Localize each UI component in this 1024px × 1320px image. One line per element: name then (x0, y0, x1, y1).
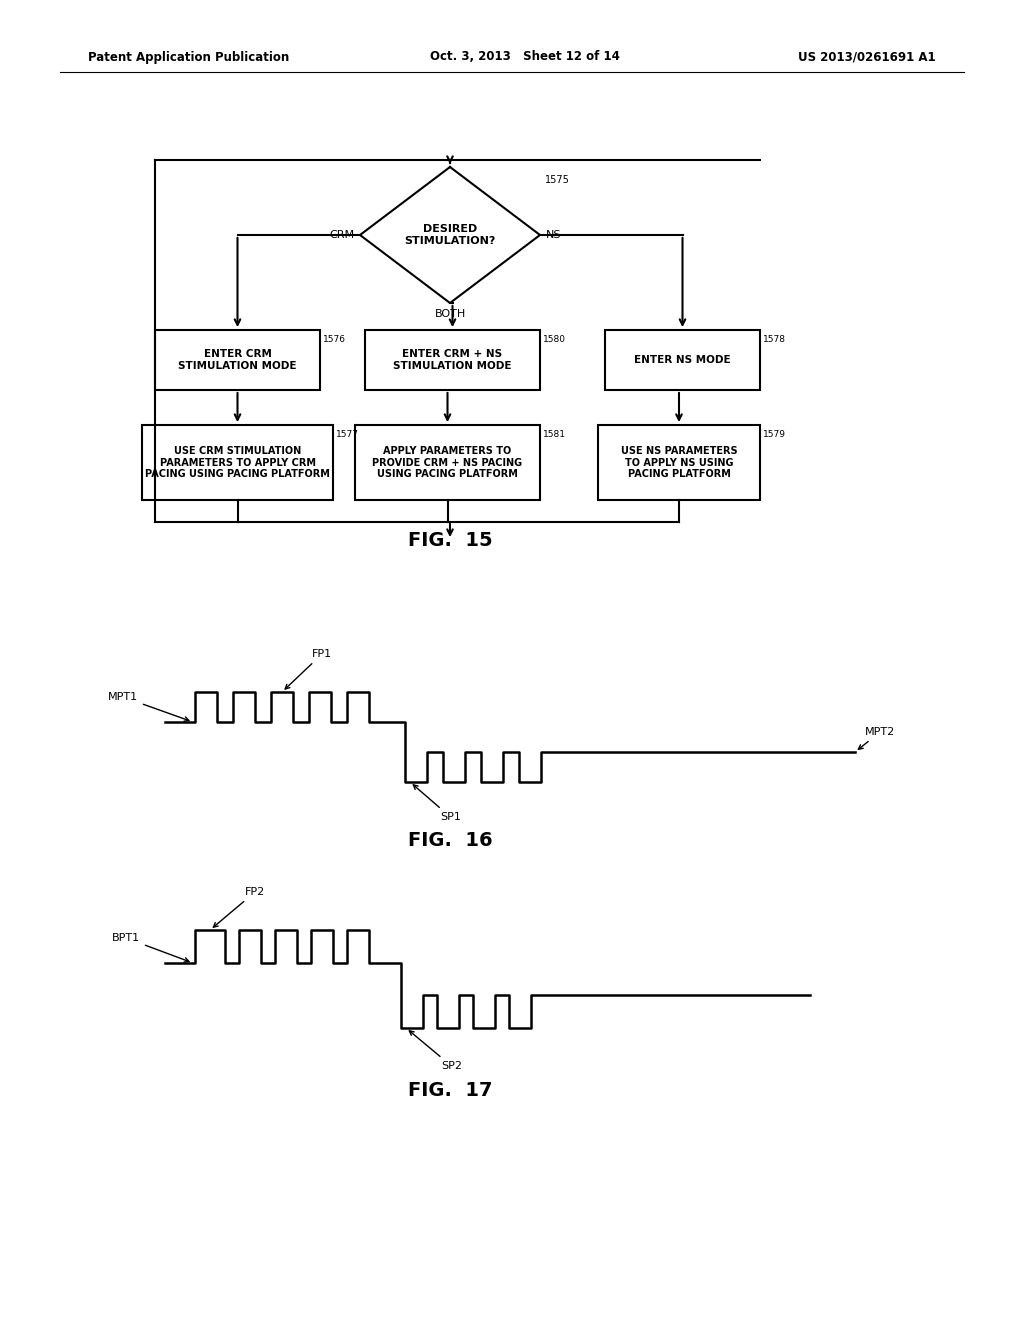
Text: 1578: 1578 (763, 335, 786, 345)
Bar (142, 425, 333, 500)
Text: DESIRED
STIMULATION?: DESIRED STIMULATION? (404, 224, 496, 246)
Text: 1580: 1580 (543, 335, 566, 345)
Text: SP2: SP2 (410, 1031, 462, 1071)
Text: 1577: 1577 (336, 430, 359, 440)
Text: US 2013/0261691 A1: US 2013/0261691 A1 (799, 50, 936, 63)
Text: APPLY PARAMETERS TO
PROVIDE CRM + NS PACING
USING PACING PLATFORM: APPLY PARAMETERS TO PROVIDE CRM + NS PAC… (373, 446, 522, 479)
Text: FP1: FP1 (285, 649, 332, 689)
Text: MPT1: MPT1 (108, 692, 188, 721)
Text: 1581: 1581 (543, 430, 566, 440)
Text: 1579: 1579 (763, 430, 786, 440)
Bar (155, 330, 319, 389)
Text: ENTER CRM
STIMULATION MODE: ENTER CRM STIMULATION MODE (178, 350, 297, 371)
Text: 1575: 1575 (545, 176, 570, 185)
Text: FIG.  17: FIG. 17 (408, 1081, 493, 1100)
Text: CRM: CRM (329, 230, 354, 240)
Text: ENTER NS MODE: ENTER NS MODE (634, 355, 731, 366)
Bar (605, 330, 760, 389)
Text: ENTER CRM + NS
STIMULATION MODE: ENTER CRM + NS STIMULATION MODE (393, 350, 512, 371)
Text: USE CRM STIMULATION
PARAMETERS TO APPLY CRM
PACING USING PACING PLATFORM: USE CRM STIMULATION PARAMETERS TO APPLY … (145, 446, 330, 479)
Text: NS: NS (546, 230, 561, 240)
Text: FIG.  15: FIG. 15 (408, 531, 493, 549)
Text: BOTH: BOTH (434, 309, 466, 319)
Text: Patent Application Publication: Patent Application Publication (88, 50, 289, 63)
Bar (355, 425, 540, 500)
Bar (365, 330, 540, 389)
Text: USE NS PARAMETERS
TO APPLY NS USING
PACING PLATFORM: USE NS PARAMETERS TO APPLY NS USING PACI… (621, 446, 737, 479)
Text: FIG.  16: FIG. 16 (408, 830, 493, 850)
Text: MPT2: MPT2 (858, 727, 895, 750)
Text: Oct. 3, 2013   Sheet 12 of 14: Oct. 3, 2013 Sheet 12 of 14 (430, 50, 620, 63)
Text: SP1: SP1 (414, 785, 461, 822)
Text: FP2: FP2 (213, 887, 265, 927)
Text: BPT1: BPT1 (112, 933, 189, 962)
Bar (598, 425, 760, 500)
Text: 1576: 1576 (323, 335, 346, 345)
